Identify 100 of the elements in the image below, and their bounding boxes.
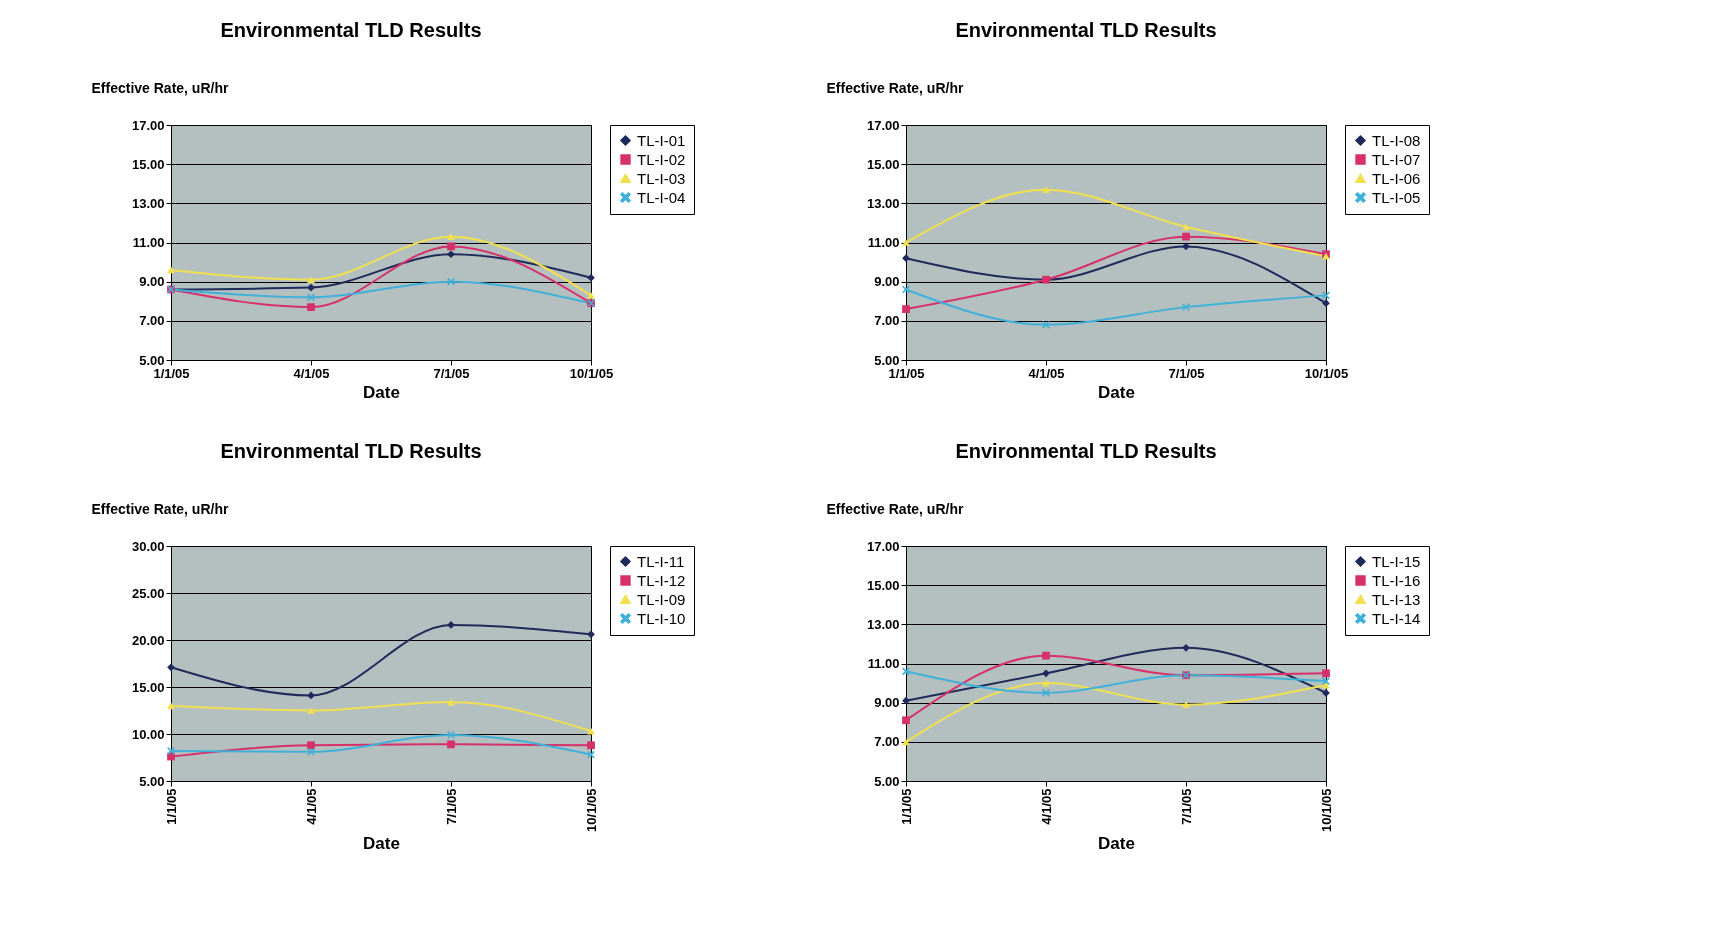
y-tick-label: 9.00 (139, 274, 165, 290)
legend-label: TL-I-11 (637, 552, 685, 570)
point (902, 716, 910, 725)
x-tick-label: 10/1/05 (569, 365, 614, 381)
legend-label: TL-I-03 (637, 169, 686, 187)
y-tick-label: 11.00 (867, 656, 900, 671)
legend-label: TL-I-09 (637, 590, 686, 608)
y-tick-label: 25.00 (131, 585, 165, 601)
x-tick-label: 10/1/05 (1318, 788, 1334, 832)
point (1322, 677, 1330, 685)
x-axis-title: Date (363, 833, 400, 853)
y-tick-label: 13.00 (866, 616, 900, 632)
y-tick-label: 17.00 (866, 117, 900, 133)
x-tick-label: 7/1/05 (1168, 365, 1205, 381)
x-tick-label: 1/1/05 (888, 365, 925, 381)
legend-label: TL-I-07 (1372, 150, 1421, 168)
legend-label: TL-I-01 (637, 131, 686, 149)
point (587, 741, 595, 750)
x-tick-label: 4/1/05 (293, 365, 330, 381)
x-tick-label: 10/1/05 (1304, 365, 1349, 381)
point (1322, 299, 1330, 308)
point (447, 740, 455, 749)
point (1182, 223, 1190, 231)
y-tick-label: 7.00 (874, 734, 900, 750)
point (307, 747, 315, 756)
x-axis-title: Date (1098, 382, 1135, 402)
x-tick-label: 7/1/05 (1178, 788, 1194, 825)
y-axis-title: Effective Rate, uR/hr (91, 79, 229, 96)
legend-label: TL-I-16 (1372, 571, 1421, 589)
point (167, 747, 175, 755)
point (307, 707, 315, 714)
point (1042, 651, 1050, 660)
legend-label: TL-I-04 (637, 188, 686, 206)
y-tick-label: 9.00 (874, 695, 900, 711)
point (447, 250, 455, 259)
legend-label: TL-I-15 (1372, 552, 1421, 570)
y-tick-label: 13.00 (866, 195, 900, 211)
y-axis-title: Effective Rate, uR/hr (826, 79, 964, 96)
y-tick-label: 11.00 (867, 235, 900, 250)
point (447, 233, 455, 240)
x-axis-title: Date (1098, 833, 1135, 853)
y-tick-label: 7.00 (874, 313, 900, 329)
chart-title: Environmental TLD Results (220, 440, 482, 462)
point (1182, 242, 1190, 251)
point (447, 242, 455, 251)
y-tick-label: 15.00 (866, 577, 900, 593)
y-axis-title: Effective Rate, uR/hr (826, 500, 964, 517)
y-tick-label: 15.00 (866, 156, 900, 172)
point (447, 731, 455, 739)
point (167, 663, 175, 672)
chart-title: Environmental TLD Results (955, 19, 1217, 41)
x-axis-title: Date (363, 382, 400, 402)
point (307, 303, 315, 311)
y-tick-label: 5.00 (874, 352, 900, 368)
y-tick-label: 17.00 (131, 117, 165, 133)
point (587, 727, 595, 735)
legend-label: TL-I-08 (1372, 131, 1421, 149)
point (587, 292, 595, 299)
y-tick-label: 15.00 (131, 156, 165, 172)
y-tick-label: 13.00 (131, 195, 165, 211)
y-tick-label: 5.00 (874, 773, 900, 789)
legend-label: TL-I-14 (1372, 609, 1421, 627)
x-tick-label: 4/1/05 (1038, 788, 1054, 825)
y-axis-title: Effective Rate, uR/hr (91, 500, 229, 517)
point (587, 630, 595, 639)
point (167, 266, 175, 274)
y-tick-label: 15.00 (131, 679, 165, 695)
y-tick-label: 5.00 (139, 773, 165, 789)
point (307, 691, 315, 700)
point (307, 283, 315, 292)
x-tick-label: 1/1/05 (153, 365, 190, 381)
legend-label: TL-I-06 (1372, 169, 1421, 187)
x-tick-label: 10/1/05 (583, 788, 599, 832)
point (1042, 186, 1050, 193)
point (307, 276, 315, 284)
point (587, 273, 595, 282)
point (1182, 232, 1190, 241)
x-tick-label: 4/1/05 (1028, 365, 1065, 381)
point (1182, 303, 1190, 311)
point (1182, 643, 1190, 652)
x-tick-label: 1/1/05 (898, 788, 914, 825)
y-tick-label: 5.00 (139, 352, 165, 368)
x-tick-label: 1/1/05 (163, 788, 179, 825)
y-tick-label: 9.00 (874, 274, 900, 290)
legend-label: TL-I-12 (637, 571, 686, 589)
point (307, 741, 315, 750)
chart-title: Environmental TLD Results (220, 19, 482, 41)
point (167, 702, 175, 710)
point (1042, 689, 1050, 697)
x-tick-label: 7/1/05 (443, 788, 459, 825)
legend-label: TL-I-10 (637, 609, 686, 627)
legend-label: TL-I-05 (1372, 188, 1421, 206)
x-tick-label: 4/1/05 (303, 788, 319, 825)
point (902, 254, 910, 263)
legend-label: TL-I-02 (637, 150, 686, 168)
chart-title: Environmental TLD Results (955, 440, 1217, 462)
legend-label: TL-I-13 (1372, 590, 1421, 608)
y-tick-label: 30.00 (131, 538, 165, 554)
x-tick-label: 7/1/05 (433, 365, 470, 381)
y-tick-label: 10.00 (131, 726, 165, 742)
